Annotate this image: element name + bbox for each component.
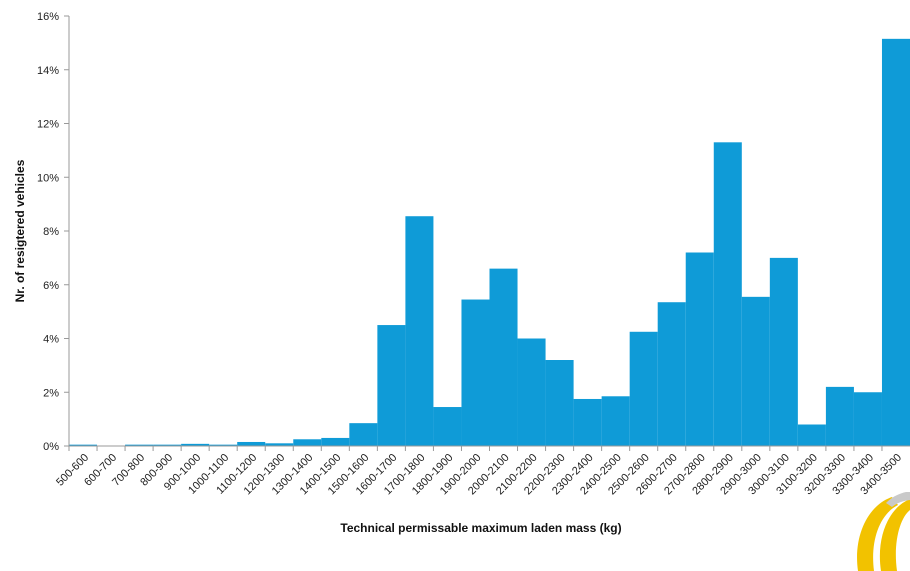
y-tick-label: 10% — [37, 172, 59, 184]
bar-3300-3400 — [853, 392, 882, 446]
bar-3200-3300 — [825, 386, 854, 447]
y-tick-label: 14% — [37, 65, 59, 77]
bar-1600-1700 — [377, 325, 406, 446]
bar-3400-3500 — [881, 38, 910, 447]
bar-2800-2900 — [713, 142, 742, 446]
y-tick-label: 12% — [37, 119, 59, 131]
bar-700-800 — [125, 444, 154, 446]
y-axis-title: Nr. of resigtered vehicles — [13, 159, 27, 302]
bar-1400-1500 — [321, 437, 350, 446]
bar-2500-2600 — [629, 331, 658, 446]
bar-2700-2800 — [685, 252, 714, 446]
bar-500-600 — [69, 444, 98, 446]
bar-series — [69, 38, 910, 447]
bar-2100-2200 — [517, 338, 546, 446]
bar-2900-3000 — [741, 296, 770, 446]
x-axis-ticks: 500-600600-700700-800800-900900-10001000… — [54, 446, 904, 497]
y-axis-ticks: 0% 2% 4% 6% 8% 10% 12% 14% 16% — [37, 11, 69, 453]
bar-2600-2700 — [657, 302, 686, 446]
bar-2000-2100 — [489, 268, 518, 447]
y-tick-label: 2% — [43, 387, 59, 399]
bar-2400-2500 — [601, 396, 630, 446]
bar-1300-1400 — [293, 439, 322, 446]
bar-800-900 — [153, 444, 182, 446]
bar-1900-2000 — [461, 299, 490, 446]
logo-rings-icon — [857, 492, 910, 571]
bar-1100-1200 — [237, 441, 266, 446]
y-tick-label: 16% — [37, 11, 59, 23]
bar-1700-1800 — [405, 216, 434, 446]
y-tick-label: 6% — [43, 280, 59, 292]
bar-2200-2300 — [545, 360, 574, 446]
bar-3100-3200 — [797, 424, 826, 446]
y-tick-label: 8% — [43, 226, 59, 238]
bar-1200-1300 — [265, 443, 294, 446]
bar-3000-3100 — [769, 257, 798, 447]
bar-900-1000 — [181, 443, 210, 446]
y-tick-label: 0% — [43, 441, 59, 453]
bar-1000-1100 — [209, 444, 238, 446]
bar-2300-2400 — [573, 398, 602, 446]
bar-1500-1600 — [349, 423, 378, 446]
x-axis-title: Technical permissable maximum laden mass… — [340, 521, 621, 535]
y-tick-label: 4% — [43, 334, 59, 346]
bar-1800-1900 — [433, 407, 462, 446]
